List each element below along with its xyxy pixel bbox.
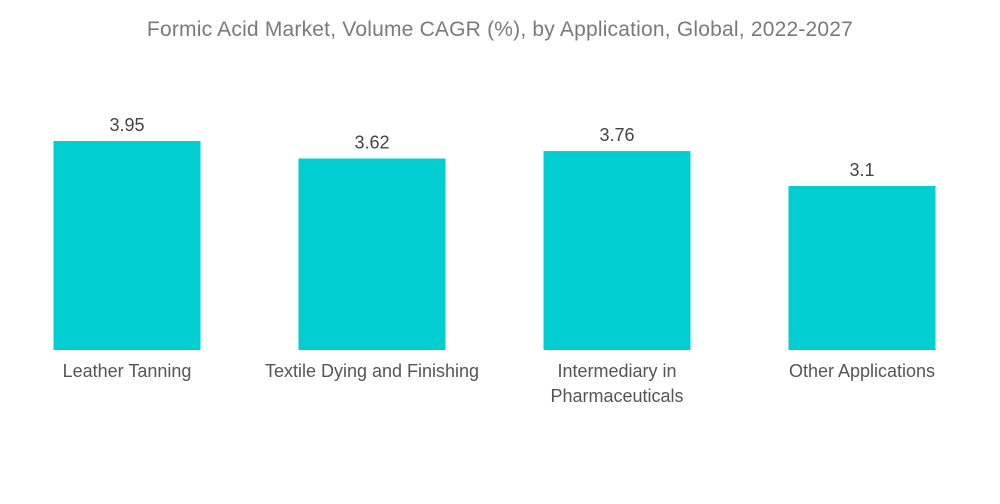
bar-3 — [543, 151, 691, 350]
value-label-1: 3.95 — [109, 115, 144, 135]
bar-1 — [53, 141, 201, 350]
value-label-2: 3.62 — [354, 133, 389, 153]
value-label-3: 3.76 — [599, 125, 634, 145]
category-label-3-line-2: Pharmaceuticals — [550, 386, 683, 406]
value-labels-layer: 3.95 3.62 3.76 3.1 — [109, 115, 874, 180]
chart-title: Formic Acid Market, Volume CAGR (%), by … — [146, 18, 854, 41]
bar-4 — [788, 186, 936, 350]
category-label-3-line-1: Intermediary in — [557, 361, 676, 381]
bars-layer — [53, 141, 936, 350]
bar-2 — [298, 158, 446, 350]
category-label-4: Other Applications — [789, 361, 935, 381]
value-label-4: 3.1 — [849, 160, 874, 180]
category-labels-layer: Leather Tanning Textile Dying and Finishi… — [63, 361, 935, 406]
category-label-1: Leather Tanning — [63, 361, 192, 381]
category-label-2: Textile Dying and Finishing — [265, 361, 479, 381]
